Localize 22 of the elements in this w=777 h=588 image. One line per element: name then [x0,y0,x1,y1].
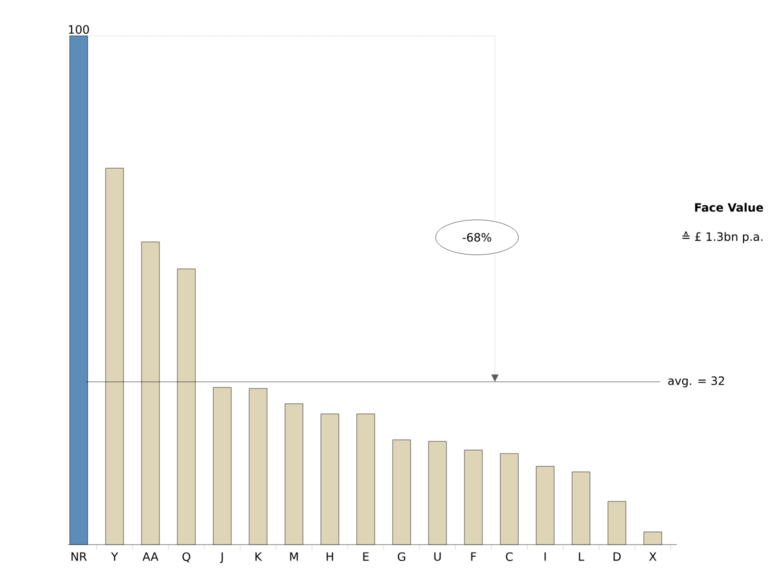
annotation: -68% [462,233,492,242]
x-tick-label: L [578,552,584,561]
x-tick-label: F [471,552,476,561]
x-tick-label: U [434,552,441,561]
x-tick-label: K [255,552,262,561]
x-tick-label: E [363,552,369,561]
ref-line-label: avg. = 32 [668,376,724,388]
x-tick-label: H [326,552,334,561]
x-tick-label: Q [182,552,190,562]
x-tick-label: D [614,552,621,561]
x-tick-label: J [220,552,223,564]
x-tick-label: X [649,552,656,561]
x-tick-label: Y [111,552,118,561]
annotation: 100 [69,25,89,34]
x-tick-label: M [290,552,298,561]
text: Face Value [695,202,764,212]
x-tick-label: NR [72,552,87,561]
x-tick-label: C [506,552,513,562]
x-tick-label: I [544,552,546,561]
x-tick-label: G [398,552,406,562]
x-tick-label: AA [142,552,158,561]
text: ≙ £ 1.3bn p.a. [682,232,762,244]
